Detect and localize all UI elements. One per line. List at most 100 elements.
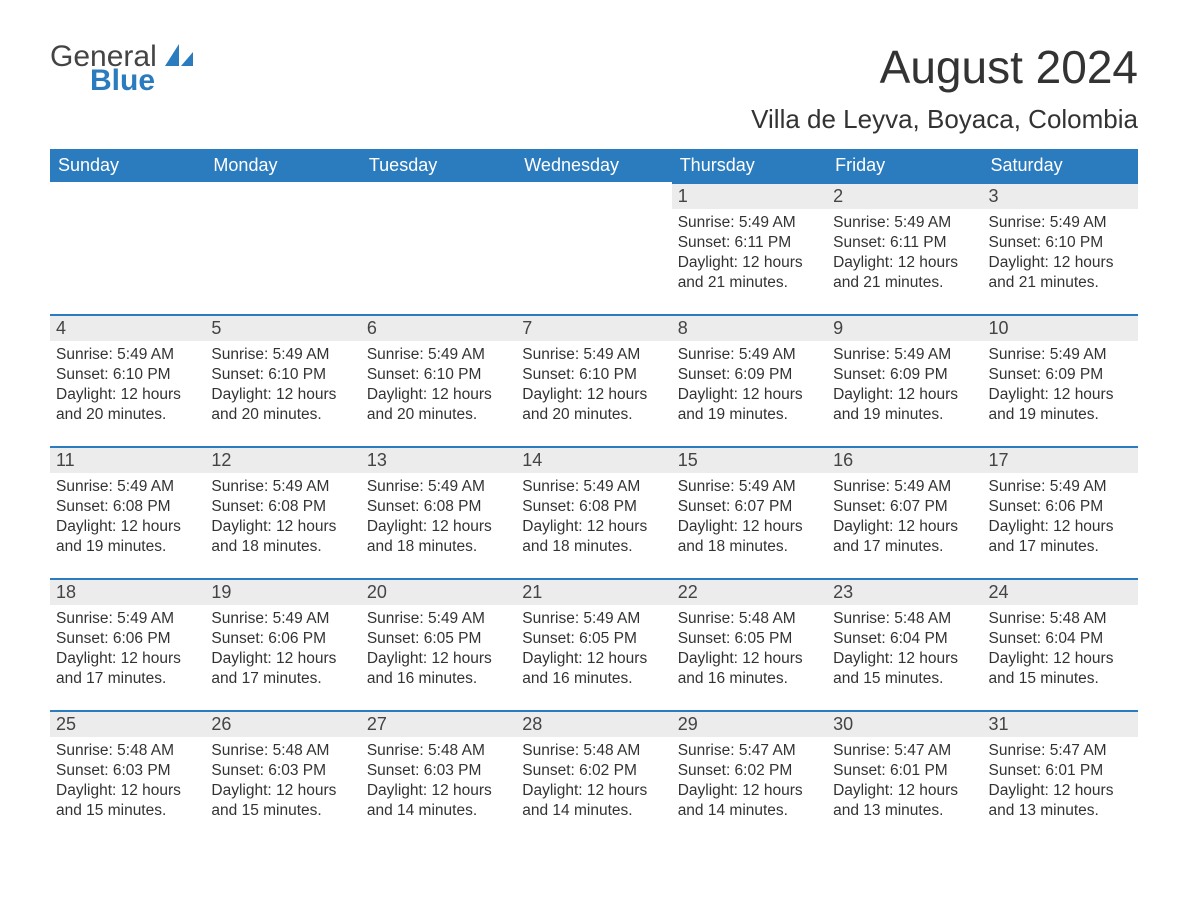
calendar-cell: 26Sunrise: 5:48 AMSunset: 6:03 PMDayligh… (205, 710, 360, 842)
day-number: 9 (827, 314, 982, 341)
day-details: Sunrise: 5:49 AMSunset: 6:10 PMDaylight:… (516, 341, 671, 426)
day-number: 5 (205, 314, 360, 341)
day-number: 11 (50, 446, 205, 473)
day-number: 22 (672, 578, 827, 605)
day-number: 18 (50, 578, 205, 605)
day-number: 13 (361, 446, 516, 473)
calendar-cell: 27Sunrise: 5:48 AMSunset: 6:03 PMDayligh… (361, 710, 516, 842)
calendar-week-row: 18Sunrise: 5:49 AMSunset: 6:06 PMDayligh… (50, 578, 1138, 710)
day-details: Sunrise: 5:48 AMSunset: 6:03 PMDaylight:… (361, 737, 516, 822)
day-number: 3 (983, 182, 1138, 209)
calendar-cell: 30Sunrise: 5:47 AMSunset: 6:01 PMDayligh… (827, 710, 982, 842)
day-number: 23 (827, 578, 982, 605)
day-details: Sunrise: 5:48 AMSunset: 6:03 PMDaylight:… (205, 737, 360, 822)
weekday-header-row: SundayMondayTuesdayWednesdayThursdayFrid… (50, 149, 1138, 182)
title-block: August 2024 Villa de Leyva, Boyaca, Colo… (751, 40, 1138, 135)
calendar-week-row: 25Sunrise: 5:48 AMSunset: 6:03 PMDayligh… (50, 710, 1138, 842)
calendar-cell: 10Sunrise: 5:49 AMSunset: 6:09 PMDayligh… (983, 314, 1138, 446)
day-number: 29 (672, 710, 827, 737)
calendar-cell: 28Sunrise: 5:48 AMSunset: 6:02 PMDayligh… (516, 710, 671, 842)
calendar-cell: 5Sunrise: 5:49 AMSunset: 6:10 PMDaylight… (205, 314, 360, 446)
day-details: Sunrise: 5:47 AMSunset: 6:01 PMDaylight:… (827, 737, 982, 822)
calendar-cell: 12Sunrise: 5:49 AMSunset: 6:08 PMDayligh… (205, 446, 360, 578)
day-details: Sunrise: 5:49 AMSunset: 6:11 PMDaylight:… (827, 209, 982, 294)
day-details: Sunrise: 5:49 AMSunset: 6:10 PMDaylight:… (50, 341, 205, 426)
day-details: Sunrise: 5:49 AMSunset: 6:09 PMDaylight:… (827, 341, 982, 426)
day-number: 30 (827, 710, 982, 737)
weekday-header: Sunday (50, 149, 205, 182)
day-details: Sunrise: 5:48 AMSunset: 6:05 PMDaylight:… (672, 605, 827, 690)
day-details: Sunrise: 5:49 AMSunset: 6:08 PMDaylight:… (361, 473, 516, 558)
calendar-cell: 25Sunrise: 5:48 AMSunset: 6:03 PMDayligh… (50, 710, 205, 842)
day-number: 21 (516, 578, 671, 605)
day-number: 6 (361, 314, 516, 341)
day-details: Sunrise: 5:49 AMSunset: 6:07 PMDaylight:… (672, 473, 827, 558)
calendar-week-row: 4Sunrise: 5:49 AMSunset: 6:10 PMDaylight… (50, 314, 1138, 446)
day-details: Sunrise: 5:48 AMSunset: 6:02 PMDaylight:… (516, 737, 671, 822)
day-details: Sunrise: 5:49 AMSunset: 6:10 PMDaylight:… (205, 341, 360, 426)
day-details: Sunrise: 5:49 AMSunset: 6:06 PMDaylight:… (205, 605, 360, 690)
sail-icon (165, 44, 193, 66)
calendar-cell: 19Sunrise: 5:49 AMSunset: 6:06 PMDayligh… (205, 578, 360, 710)
day-details: Sunrise: 5:47 AMSunset: 6:02 PMDaylight:… (672, 737, 827, 822)
day-number: 2 (827, 182, 982, 209)
day-number: 15 (672, 446, 827, 473)
day-number: 16 (827, 446, 982, 473)
calendar-cell: 7Sunrise: 5:49 AMSunset: 6:10 PMDaylight… (516, 314, 671, 446)
day-details: Sunrise: 5:48 AMSunset: 6:04 PMDaylight:… (827, 605, 982, 690)
weekday-header: Tuesday (361, 149, 516, 182)
day-details: Sunrise: 5:48 AMSunset: 6:04 PMDaylight:… (983, 605, 1138, 690)
calendar-cell: 23Sunrise: 5:48 AMSunset: 6:04 PMDayligh… (827, 578, 982, 710)
calendar-body: 1Sunrise: 5:49 AMSunset: 6:11 PMDaylight… (50, 182, 1138, 842)
day-details: Sunrise: 5:47 AMSunset: 6:01 PMDaylight:… (983, 737, 1138, 822)
day-details: Sunrise: 5:49 AMSunset: 6:08 PMDaylight:… (205, 473, 360, 558)
day-number: 25 (50, 710, 205, 737)
weekday-header: Wednesday (516, 149, 671, 182)
calendar-cell: 16Sunrise: 5:49 AMSunset: 6:07 PMDayligh… (827, 446, 982, 578)
day-details: Sunrise: 5:49 AMSunset: 6:10 PMDaylight:… (361, 341, 516, 426)
calendar-cell: 22Sunrise: 5:48 AMSunset: 6:05 PMDayligh… (672, 578, 827, 710)
calendar-cell: 11Sunrise: 5:49 AMSunset: 6:08 PMDayligh… (50, 446, 205, 578)
day-number: 10 (983, 314, 1138, 341)
month-title: August 2024 (751, 40, 1138, 94)
day-details: Sunrise: 5:49 AMSunset: 6:08 PMDaylight:… (50, 473, 205, 558)
day-number: 7 (516, 314, 671, 341)
calendar-cell (205, 182, 360, 314)
calendar-week-row: 11Sunrise: 5:49 AMSunset: 6:08 PMDayligh… (50, 446, 1138, 578)
day-details: Sunrise: 5:49 AMSunset: 6:11 PMDaylight:… (672, 209, 827, 294)
calendar-cell: 15Sunrise: 5:49 AMSunset: 6:07 PMDayligh… (672, 446, 827, 578)
brand-logo: General Blue (50, 40, 193, 96)
calendar-cell: 18Sunrise: 5:49 AMSunset: 6:06 PMDayligh… (50, 578, 205, 710)
day-details: Sunrise: 5:49 AMSunset: 6:06 PMDaylight:… (50, 605, 205, 690)
weekday-header: Monday (205, 149, 360, 182)
calendar-cell (50, 182, 205, 314)
weekday-header: Saturday (983, 149, 1138, 182)
day-number: 24 (983, 578, 1138, 605)
day-number: 12 (205, 446, 360, 473)
calendar-cell (361, 182, 516, 314)
weekday-header: Friday (827, 149, 982, 182)
day-details: Sunrise: 5:49 AMSunset: 6:08 PMDaylight:… (516, 473, 671, 558)
brand-word-2: Blue (90, 66, 193, 96)
calendar-cell: 2Sunrise: 5:49 AMSunset: 6:11 PMDaylight… (827, 182, 982, 314)
day-number: 31 (983, 710, 1138, 737)
calendar-cell: 3Sunrise: 5:49 AMSunset: 6:10 PMDaylight… (983, 182, 1138, 314)
calendar-table: SundayMondayTuesdayWednesdayThursdayFrid… (50, 149, 1138, 842)
calendar-cell: 31Sunrise: 5:47 AMSunset: 6:01 PMDayligh… (983, 710, 1138, 842)
day-details: Sunrise: 5:48 AMSunset: 6:03 PMDaylight:… (50, 737, 205, 822)
day-details: Sunrise: 5:49 AMSunset: 6:10 PMDaylight:… (983, 209, 1138, 294)
day-number: 20 (361, 578, 516, 605)
calendar-cell: 13Sunrise: 5:49 AMSunset: 6:08 PMDayligh… (361, 446, 516, 578)
day-number: 1 (672, 182, 827, 209)
day-number: 26 (205, 710, 360, 737)
day-number: 14 (516, 446, 671, 473)
day-details: Sunrise: 5:49 AMSunset: 6:05 PMDaylight:… (516, 605, 671, 690)
day-number: 4 (50, 314, 205, 341)
day-number: 17 (983, 446, 1138, 473)
calendar-cell: 4Sunrise: 5:49 AMSunset: 6:10 PMDaylight… (50, 314, 205, 446)
location-subtitle: Villa de Leyva, Boyaca, Colombia (751, 104, 1138, 135)
day-number: 8 (672, 314, 827, 341)
day-details: Sunrise: 5:49 AMSunset: 6:07 PMDaylight:… (827, 473, 982, 558)
calendar-cell: 29Sunrise: 5:47 AMSunset: 6:02 PMDayligh… (672, 710, 827, 842)
weekday-header: Thursday (672, 149, 827, 182)
